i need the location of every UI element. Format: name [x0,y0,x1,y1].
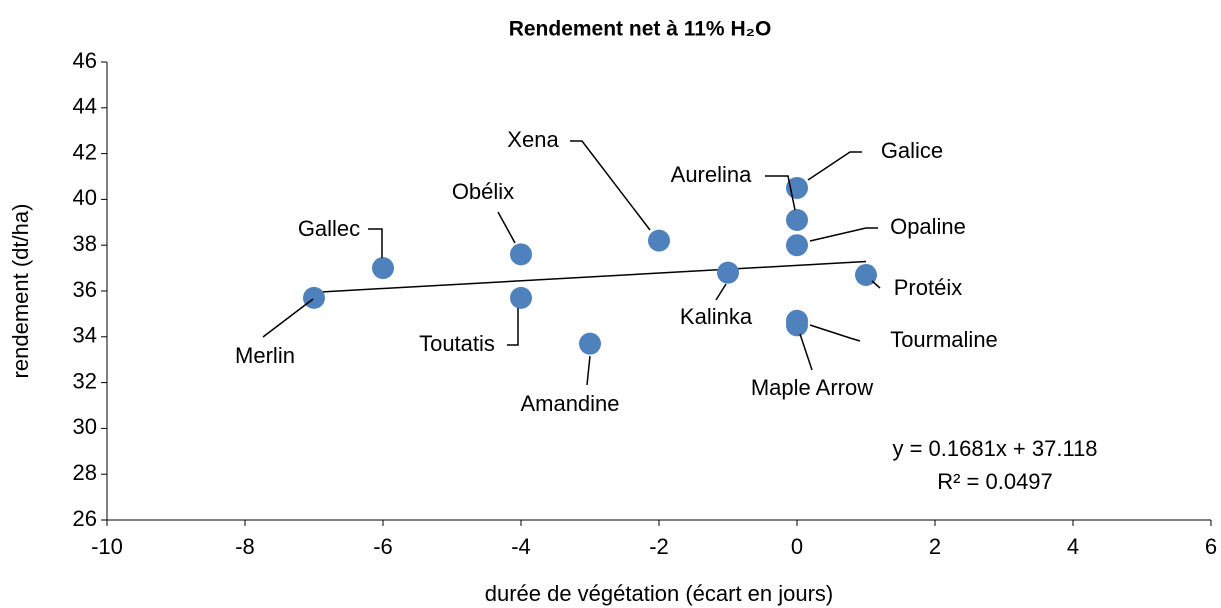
point [717,261,739,284]
leader-line [765,175,796,211]
x-tick-label: 6 [1205,534,1217,559]
y-tick-label: 28 [73,460,97,485]
y-tick-label: 34 [73,323,97,348]
x-tick-label: 2 [929,534,941,559]
point [579,332,601,355]
point-label: Tourmaline [890,327,998,352]
leader-line [807,151,862,181]
x-tick-label: -4 [511,534,531,559]
point-label: Merlin [235,343,295,368]
leader-line [809,227,878,242]
point-label: Galice [881,138,943,163]
point-label: Toutatis [419,331,495,356]
leader-line [262,298,314,338]
y-tick-label: 38 [73,231,97,256]
point [510,243,532,266]
y-tick-label: 42 [73,139,97,164]
point-label: Obélix [452,179,514,204]
point-label: Opaline [890,214,966,239]
y-tick-label: 26 [73,506,97,531]
x-tick-label: 4 [1067,534,1079,559]
trend-equation: y = 0.1681x + 37.118 [892,436,1097,461]
y-tick-label: 44 [73,94,97,119]
x-tick-label: -2 [649,534,669,559]
leader-line [497,211,516,244]
leader-line [809,324,861,342]
point-label: Amandine [520,391,619,416]
leader-line [586,355,591,386]
y-tick-label: 30 [73,414,97,439]
y-axis-label: rendement (dt/ha) [8,204,33,379]
leader-line [570,140,651,231]
x-tick-label: 0 [791,534,803,559]
leader-line [715,283,727,301]
point [786,209,808,232]
leader-line [507,308,519,346]
point [648,229,670,252]
point [855,263,877,286]
point-label: Maple Arrow [751,375,873,400]
x-tick-label: -10 [91,534,123,559]
point-label: Kalinka [680,304,753,329]
point [372,257,394,280]
y-tick-label: 40 [73,185,97,210]
point [786,314,808,337]
leader-line [871,280,881,289]
leader-line [368,228,383,258]
point-label: Protéix [894,275,962,300]
point-label: Xena [507,127,559,152]
x-tick-label: -8 [235,534,255,559]
trend-r2: R² = 0.0497 [937,469,1053,494]
y-tick-label: 36 [73,277,97,302]
point [510,286,532,309]
point-label: Gallec [298,216,360,241]
chart-title: Rendement net à 11% H₂O [509,18,772,41]
leader-line [799,333,813,371]
y-tick-label: 32 [73,368,97,393]
point [786,234,808,257]
x-tick-label: -6 [373,534,393,559]
x-axis-label: durée de végétation (écart en jours) [485,581,834,606]
point-label: Aurelina [671,162,752,187]
trend-line [313,260,867,294]
y-tick-label: 46 [73,48,97,73]
point [303,286,325,309]
